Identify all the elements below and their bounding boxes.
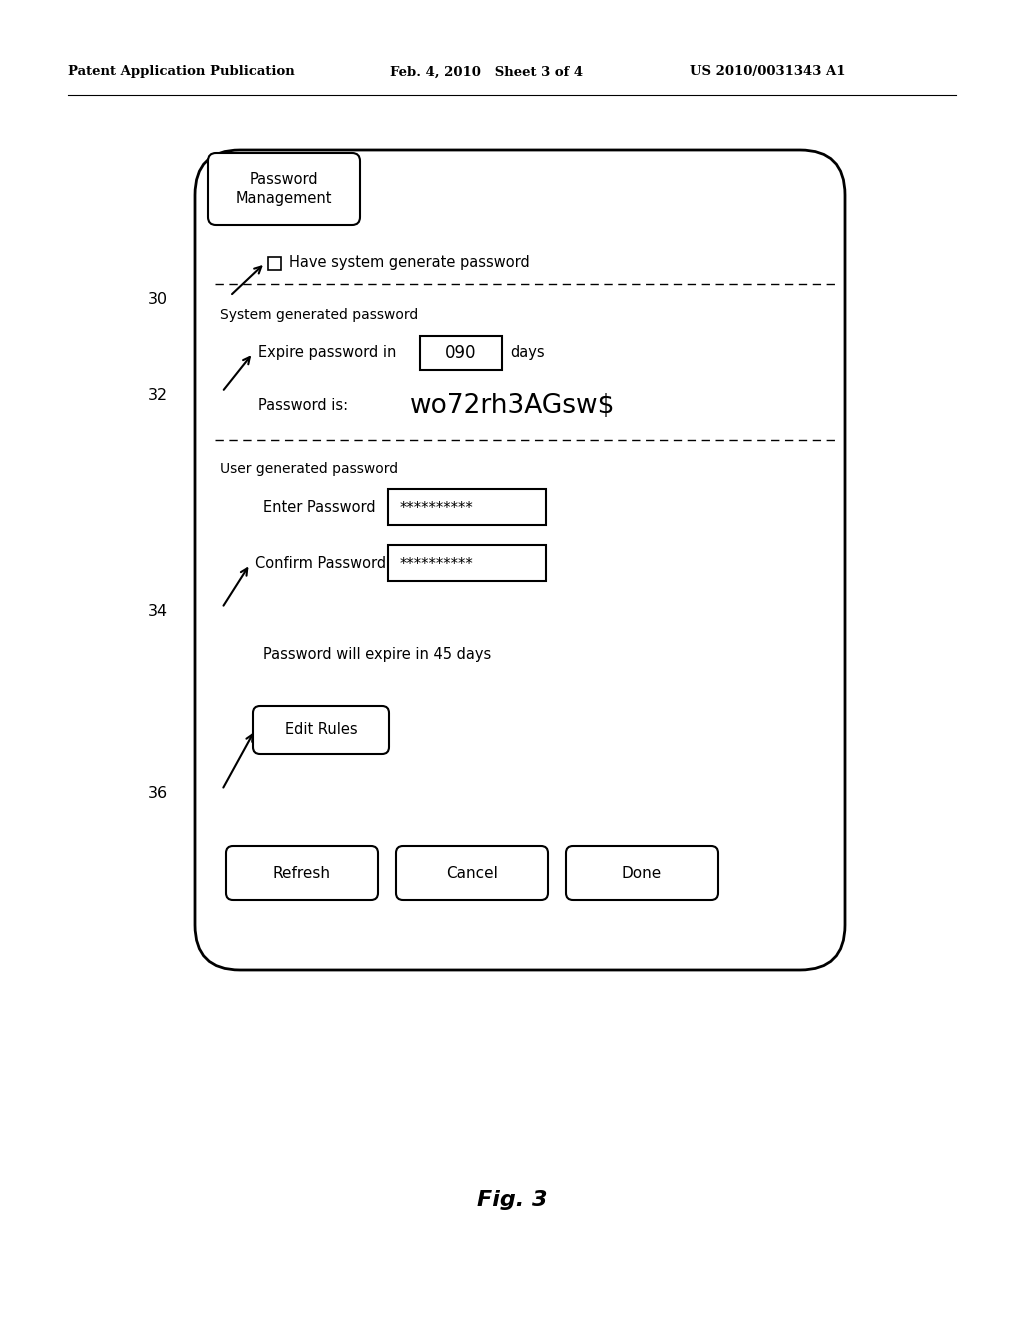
Text: Refresh: Refresh bbox=[273, 866, 331, 880]
Text: Cancel: Cancel bbox=[446, 866, 498, 880]
Bar bbox=[420, 337, 502, 370]
FancyBboxPatch shape bbox=[195, 150, 845, 970]
Text: **********: ********** bbox=[400, 500, 474, 516]
FancyBboxPatch shape bbox=[226, 846, 378, 900]
Text: **********: ********** bbox=[400, 557, 474, 572]
Text: Enter Password: Enter Password bbox=[263, 500, 376, 516]
Text: Patent Application Publication: Patent Application Publication bbox=[68, 66, 295, 78]
FancyBboxPatch shape bbox=[396, 846, 548, 900]
Bar bbox=[388, 488, 546, 525]
Text: US 2010/0031343 A1: US 2010/0031343 A1 bbox=[690, 66, 846, 78]
FancyBboxPatch shape bbox=[253, 706, 389, 754]
Text: wo72rh3AGsw$: wo72rh3AGsw$ bbox=[410, 393, 615, 418]
Text: User generated password: User generated password bbox=[220, 462, 398, 477]
Bar bbox=[268, 256, 281, 269]
Text: days: days bbox=[510, 346, 545, 360]
Text: 36: 36 bbox=[148, 787, 168, 801]
Text: Password will expire in 45 days: Password will expire in 45 days bbox=[263, 648, 492, 663]
FancyBboxPatch shape bbox=[208, 153, 360, 224]
Text: Edit Rules: Edit Rules bbox=[285, 722, 357, 738]
Text: System generated password: System generated password bbox=[220, 308, 418, 322]
Text: Feb. 4, 2010   Sheet 3 of 4: Feb. 4, 2010 Sheet 3 of 4 bbox=[390, 66, 583, 78]
Text: 090: 090 bbox=[445, 345, 477, 362]
FancyBboxPatch shape bbox=[566, 846, 718, 900]
Text: Password is:: Password is: bbox=[258, 399, 348, 413]
Text: Done: Done bbox=[622, 866, 663, 880]
Text: Have system generate password: Have system generate password bbox=[289, 256, 529, 271]
Bar bbox=[388, 545, 546, 581]
Text: 34: 34 bbox=[148, 605, 168, 619]
Text: 30: 30 bbox=[148, 293, 168, 308]
Text: 32: 32 bbox=[148, 388, 168, 404]
Text: Password
Management: Password Management bbox=[236, 172, 332, 206]
Text: Expire password in: Expire password in bbox=[258, 346, 396, 360]
Text: Confirm Password: Confirm Password bbox=[255, 557, 386, 572]
Text: Fig. 3: Fig. 3 bbox=[477, 1191, 547, 1210]
